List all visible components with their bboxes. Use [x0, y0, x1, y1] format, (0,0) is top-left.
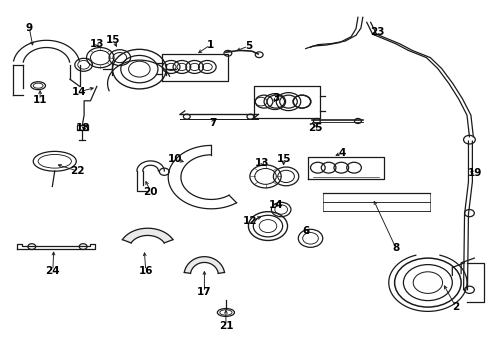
- Polygon shape: [184, 257, 224, 273]
- Text: 19: 19: [467, 168, 482, 178]
- Text: 22: 22: [70, 166, 84, 176]
- Text: 15: 15: [106, 35, 121, 45]
- Text: 6: 6: [302, 226, 309, 236]
- Text: 13: 13: [89, 39, 104, 49]
- Text: 4: 4: [338, 148, 346, 158]
- Text: 15: 15: [276, 154, 290, 164]
- Text: 17: 17: [197, 287, 211, 297]
- Text: 7: 7: [208, 118, 216, 128]
- Text: 5: 5: [244, 41, 251, 51]
- Text: 14: 14: [268, 200, 283, 210]
- Text: 24: 24: [45, 266, 60, 276]
- Text: 21: 21: [218, 321, 233, 331]
- Text: 12: 12: [243, 216, 257, 226]
- Text: 20: 20: [143, 186, 158, 197]
- Text: 23: 23: [369, 27, 384, 37]
- Text: 2: 2: [451, 302, 458, 312]
- Text: 9: 9: [26, 23, 33, 33]
- Text: 11: 11: [33, 95, 47, 105]
- Text: 14: 14: [72, 87, 86, 97]
- Text: 16: 16: [138, 266, 153, 276]
- Text: 3: 3: [272, 93, 279, 103]
- Text: 1: 1: [206, 40, 213, 50]
- Text: 8: 8: [392, 243, 399, 253]
- Text: 13: 13: [254, 158, 269, 168]
- Text: 10: 10: [167, 154, 182, 164]
- Text: 18: 18: [76, 123, 90, 133]
- Bar: [77, 125, 88, 130]
- Text: 25: 25: [307, 123, 322, 133]
- Polygon shape: [122, 228, 173, 243]
